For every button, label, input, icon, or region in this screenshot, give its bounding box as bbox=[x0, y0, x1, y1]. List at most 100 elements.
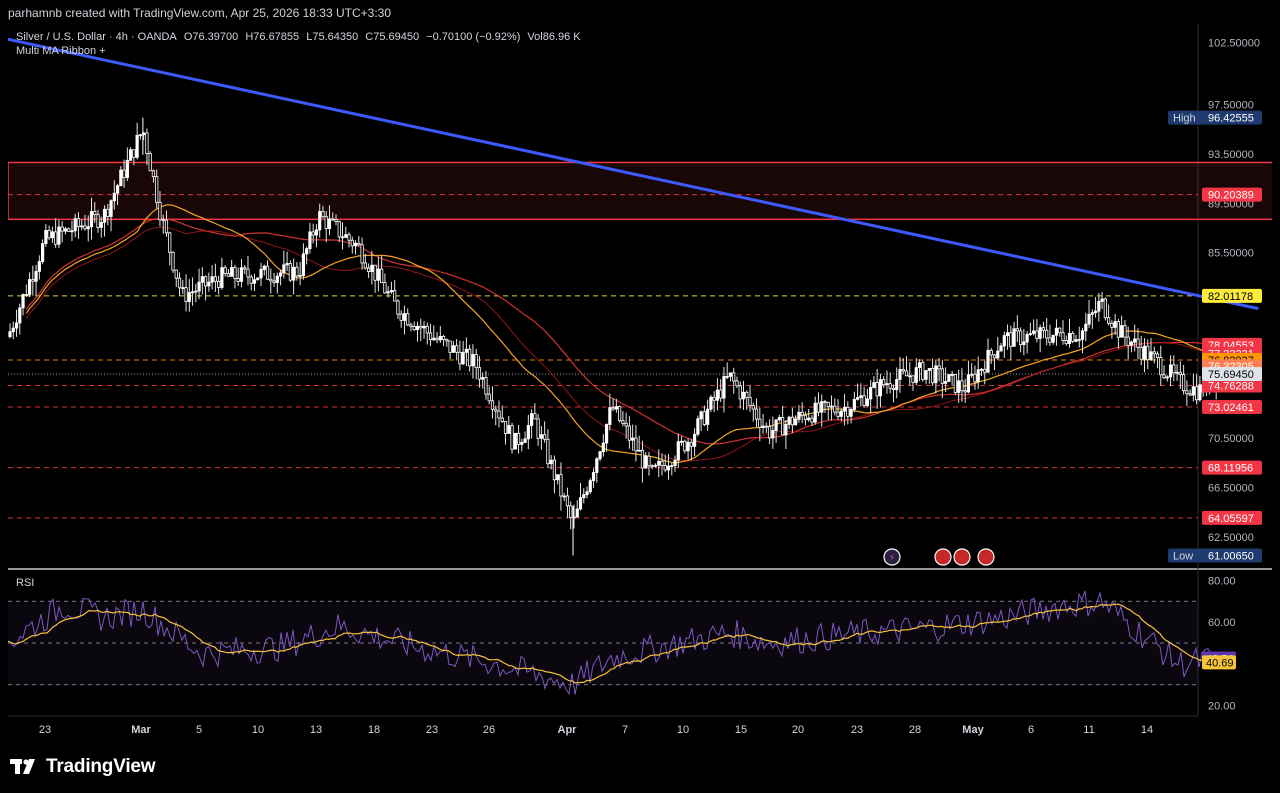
candle-body bbox=[1019, 330, 1023, 346]
time-tick: 13 bbox=[310, 724, 322, 736]
candle-body bbox=[184, 287, 188, 302]
candle-body bbox=[1045, 329, 1049, 339]
candle-body bbox=[1035, 330, 1039, 339]
candle-body bbox=[777, 417, 781, 421]
candle-body bbox=[428, 332, 433, 341]
time-axis: 23 Mar 5 10 13 18 23 26 Apr 7 10 15 20 23 28 May 6 11 14 bbox=[39, 724, 1153, 736]
rsi-ma-line bbox=[8, 603, 1218, 684]
legend-low: L75.64350 bbox=[306, 31, 359, 43]
candle-body bbox=[663, 465, 667, 471]
candle-body bbox=[1064, 340, 1068, 344]
candle-body bbox=[816, 402, 821, 413]
candle-body bbox=[99, 221, 103, 228]
candle-body bbox=[1071, 332, 1075, 342]
candle-body bbox=[145, 132, 149, 154]
candle-body bbox=[220, 267, 224, 288]
legend-symbol[interactable]: Silver / U.S. Dollar · 4h · OANDA bbox=[16, 31, 177, 43]
candle-body bbox=[582, 494, 586, 499]
candle-body bbox=[650, 465, 654, 468]
candle-body bbox=[125, 159, 129, 178]
candle-body bbox=[621, 420, 625, 424]
candle-body bbox=[647, 455, 651, 467]
candle-body bbox=[1175, 371, 1179, 374]
time-tick: 14 bbox=[1141, 724, 1153, 736]
candle-body bbox=[999, 345, 1003, 352]
level-label-bg bbox=[1202, 288, 1262, 303]
candle-body bbox=[246, 268, 250, 278]
rsi-tick: 20.00 bbox=[1208, 701, 1236, 713]
candle-body bbox=[27, 279, 32, 295]
chart-svg[interactable]: 102.5000097.5000093.5000089.5000085.5000… bbox=[8, 24, 1272, 740]
candle-body bbox=[1028, 333, 1032, 335]
candle-body bbox=[530, 413, 534, 426]
candle-body bbox=[1116, 321, 1120, 338]
candle-body bbox=[761, 425, 765, 428]
candle-body bbox=[1178, 371, 1182, 375]
resistance-zone bbox=[8, 161, 1272, 221]
candle-body bbox=[559, 474, 563, 497]
candle-body bbox=[96, 214, 100, 228]
candle-body bbox=[979, 368, 984, 371]
candle-body bbox=[591, 472, 596, 482]
candle-body bbox=[419, 325, 423, 329]
candle-body bbox=[875, 382, 879, 397]
candle-body bbox=[344, 234, 348, 238]
candle-body bbox=[331, 218, 335, 221]
candle-body bbox=[1139, 346, 1143, 360]
candle-body bbox=[683, 440, 687, 452]
candle-body bbox=[774, 419, 778, 431]
event-icons: ⚡ bbox=[883, 548, 995, 566]
price-tick: 85.50000 bbox=[1208, 248, 1254, 260]
candle-body bbox=[673, 459, 677, 466]
candle-body bbox=[249, 276, 253, 284]
high-label: High bbox=[1173, 113, 1196, 125]
time-tick: 18 bbox=[368, 724, 380, 736]
candle-body bbox=[764, 425, 768, 428]
candle-body bbox=[543, 434, 547, 440]
candle-body bbox=[722, 376, 726, 399]
time-tick: Mar bbox=[131, 724, 151, 736]
candle-body bbox=[797, 411, 801, 420]
current-price-label: 75.69450 bbox=[1208, 369, 1254, 381]
candle-body bbox=[93, 211, 97, 215]
candle-body bbox=[57, 226, 61, 245]
candle-body bbox=[1110, 322, 1114, 328]
footer bbox=[0, 740, 1280, 793]
candle-body bbox=[758, 418, 762, 428]
candle-body bbox=[1123, 325, 1127, 338]
candle-body bbox=[41, 243, 45, 262]
candle-body bbox=[80, 225, 84, 228]
candle-body bbox=[901, 369, 905, 372]
rsi-label[interactable]: RSI bbox=[16, 577, 35, 589]
candle-body bbox=[1165, 376, 1169, 379]
candle-body bbox=[604, 424, 609, 444]
candle-body bbox=[829, 405, 834, 408]
candle-body bbox=[1142, 345, 1147, 360]
candle-body bbox=[86, 226, 90, 230]
candle-body bbox=[657, 460, 661, 466]
candle-body bbox=[324, 216, 328, 229]
candle-body bbox=[957, 380, 961, 393]
candle-body bbox=[859, 395, 863, 398]
time-tick: 11 bbox=[1083, 724, 1094, 736]
level-label: 68.11956 bbox=[1208, 463, 1253, 475]
candle-body bbox=[243, 267, 247, 270]
candle-body bbox=[311, 231, 315, 236]
candle-body bbox=[595, 458, 599, 473]
candle-body bbox=[754, 408, 759, 420]
legend-indicator[interactable]: Multi MA Ribbon + bbox=[16, 45, 106, 57]
candle-body bbox=[891, 387, 896, 391]
tradingview-logo[interactable]: TradingView bbox=[10, 756, 156, 778]
candle-body bbox=[735, 380, 739, 387]
level-label-bg bbox=[1202, 460, 1262, 475]
chart-area[interactable]: 102.50000 97.50000 93.50000 89.50000 85.5000… bbox=[8, 24, 1272, 740]
candle-body bbox=[653, 464, 658, 467]
candle-body bbox=[73, 218, 77, 232]
level-label-bg bbox=[1202, 187, 1262, 202]
candle-body bbox=[709, 396, 713, 410]
candle-body bbox=[836, 411, 840, 417]
candle-body bbox=[366, 267, 371, 272]
candle-body bbox=[438, 335, 442, 341]
candle-body bbox=[904, 370, 909, 377]
candle-body bbox=[451, 345, 455, 353]
